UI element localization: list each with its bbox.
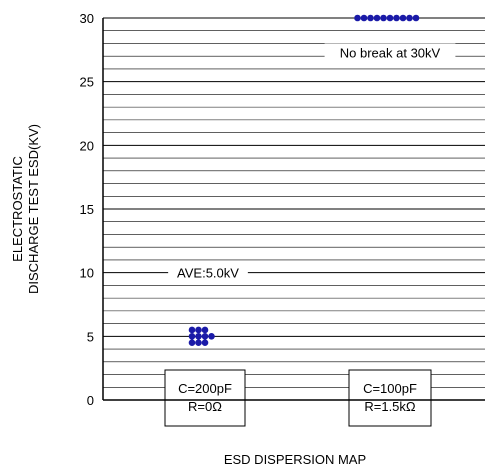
data-point	[399, 14, 407, 22]
category-label: C=200pF	[178, 381, 232, 396]
category-label-box	[348, 369, 432, 427]
data-point	[201, 333, 209, 340]
data-point	[406, 14, 413, 22]
data-points	[188, 14, 420, 347]
category-labels: C=200pF R=0Ω C=100pF R=1.5kΩ	[164, 369, 432, 427]
data-point	[373, 14, 381, 22]
data-point	[195, 333, 202, 340]
y-tick-label: 0	[87, 393, 94, 408]
data-point	[208, 333, 215, 340]
data-point	[393, 14, 400, 22]
y-tick-label: 10	[80, 266, 94, 281]
category-label: R=0Ω	[188, 399, 222, 414]
y-tick-labels: 0 5 10 15 20 25 30	[80, 11, 94, 408]
annotation-text: No break at 30kV	[340, 45, 441, 60]
data-point	[380, 14, 387, 22]
category-label-box	[164, 369, 246, 427]
x-axis-title: ESD DISPERSION MAP	[224, 452, 366, 467]
data-point	[367, 14, 374, 22]
y-axis-title-line2: DISCHARGE TEST ESD(KV)	[26, 124, 41, 294]
data-point	[188, 339, 196, 347]
annotations: No break at 30kV AVE:5.0kV	[168, 43, 456, 281]
category-label: R=1.5kΩ	[364, 399, 416, 414]
data-point	[386, 14, 394, 22]
axes	[102, 18, 485, 401]
annotation-backing	[324, 43, 456, 61]
data-point	[188, 333, 196, 340]
y-tick-label: 30	[80, 11, 94, 26]
data-point	[188, 326, 196, 334]
y-tick-label: 25	[80, 75, 94, 90]
annotation-text: AVE:5.0kV	[177, 266, 239, 281]
data-point	[201, 326, 209, 334]
grid-lines	[103, 17, 485, 388]
y-tick-label: 20	[80, 138, 94, 153]
data-point	[412, 14, 420, 22]
annotation-backing	[168, 263, 248, 281]
data-point	[195, 326, 202, 334]
y-axis-title-line1: ELECTROSTATIC	[10, 156, 25, 262]
y-tick-label: 5	[87, 329, 94, 344]
data-point	[195, 339, 202, 347]
data-point	[354, 14, 361, 22]
data-point	[360, 14, 368, 22]
y-tick-label: 15	[80, 202, 94, 217]
data-point	[201, 339, 209, 347]
category-label: C=100pF	[363, 381, 417, 396]
